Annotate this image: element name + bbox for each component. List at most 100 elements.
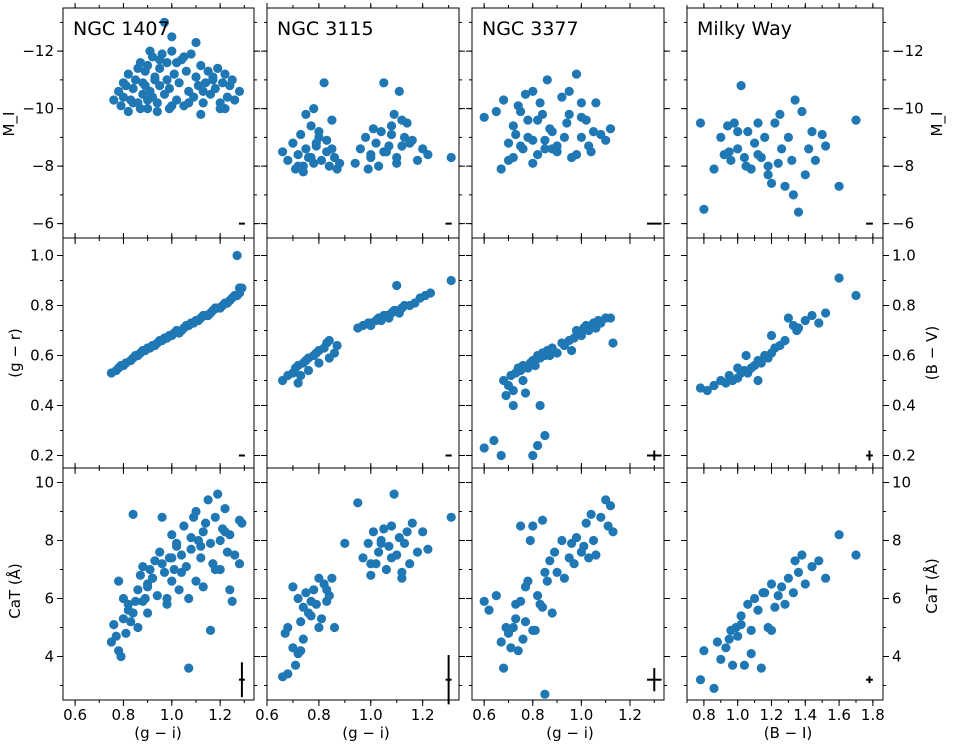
data-point	[397, 567, 407, 578]
xtick-label: 0.8	[307, 706, 331, 724]
data-point	[169, 69, 179, 79]
data-point	[126, 617, 136, 627]
ytick-label-right: 0.6	[892, 347, 916, 365]
data-point	[293, 378, 303, 388]
data-point	[227, 596, 237, 607]
data-point	[184, 593, 194, 604]
data-point	[733, 127, 743, 137]
data-point	[576, 98, 587, 108]
data-point	[569, 559, 579, 569]
data-point	[198, 527, 208, 537]
data-point	[596, 512, 606, 522]
data-point	[508, 152, 518, 163]
data-point	[733, 631, 743, 641]
axes-frame	[471, 467, 665, 701]
data-point	[743, 599, 753, 609]
data-point	[601, 135, 611, 145]
data-point	[155, 63, 165, 73]
data-point	[374, 547, 384, 557]
data-point	[608, 338, 618, 348]
data-point	[446, 275, 456, 286]
data-point	[535, 98, 545, 108]
ytick-label-right: −10	[892, 100, 924, 118]
data-point	[123, 69, 133, 79]
data-point	[203, 495, 213, 505]
ytick-label-right: 0.4	[892, 397, 916, 415]
data-point	[503, 625, 514, 636]
data-point	[316, 614, 327, 624]
data-point	[810, 155, 821, 165]
data-point	[355, 144, 365, 154]
xtick-label: 0.6	[255, 706, 279, 724]
data-point	[288, 582, 298, 592]
ytick-label-right: −6	[892, 215, 914, 233]
data-point	[559, 573, 570, 583]
data-point	[787, 155, 797, 165]
data-point	[386, 553, 397, 563]
ytick-label-left: −8	[32, 157, 54, 175]
ytick-label-right: 1.0	[892, 247, 916, 265]
data-point	[499, 663, 509, 673]
data-point	[491, 106, 501, 117]
data-point	[394, 86, 404, 96]
data-point	[513, 646, 523, 656]
data-point	[381, 564, 391, 575]
data-point	[379, 524, 389, 534]
data-point	[733, 363, 743, 373]
data-point	[721, 643, 731, 653]
ytick-label-right: 4	[892, 648, 902, 666]
panel-title-ngc3115: NGC 3115	[277, 18, 374, 40]
data-point	[167, 530, 177, 540]
data-point	[800, 579, 810, 589]
data-point	[491, 591, 501, 601]
data-point	[140, 81, 150, 91]
data-point	[528, 450, 538, 461]
data-point	[821, 573, 831, 583]
data-point	[571, 533, 582, 543]
data-point	[520, 617, 531, 627]
xtick-label: 0.6	[63, 706, 87, 724]
data-point	[394, 308, 404, 318]
data-point	[184, 663, 194, 673]
data-point	[397, 141, 407, 151]
data-point	[172, 58, 182, 68]
data-point	[569, 333, 579, 343]
data-point	[790, 556, 800, 566]
data-point	[366, 570, 376, 580]
data-point	[503, 138, 514, 148]
data-point	[196, 541, 206, 551]
data-point	[145, 564, 155, 575]
data-point	[851, 290, 861, 301]
data-point	[770, 118, 780, 128]
data-point	[184, 320, 194, 331]
data-point	[186, 533, 196, 543]
data-point	[520, 388, 531, 398]
xtick-label: 1.2	[411, 706, 435, 724]
axes-frame	[266, 237, 460, 469]
data-point	[222, 298, 232, 308]
data-point	[537, 602, 548, 612]
data-point	[807, 310, 817, 321]
data-point	[340, 538, 350, 549]
data-point	[479, 112, 489, 122]
data-point	[834, 181, 844, 191]
panel-r2-c2	[261, 233, 465, 474]
axes-frame	[62, 7, 255, 239]
ytick-label-left: −6	[32, 215, 54, 233]
data-point	[179, 521, 189, 531]
data-point	[130, 75, 141, 85]
data-point	[750, 593, 760, 604]
ytick-label-right: 6	[892, 590, 902, 608]
data-point	[540, 135, 550, 145]
data-point	[753, 118, 763, 128]
data-point	[179, 52, 189, 62]
xtick-label: 0.8	[692, 706, 716, 724]
data-point	[283, 155, 293, 165]
data-point	[130, 596, 141, 607]
data-point	[196, 60, 206, 71]
panel-r3-c4: 4 6 8 10 0.8 1.0 1.2 1.4 1.6 1.8	[681, 463, 911, 724]
data-point	[324, 161, 334, 171]
data-point	[728, 660, 738, 670]
data-point	[311, 138, 321, 148]
data-point	[584, 141, 594, 151]
